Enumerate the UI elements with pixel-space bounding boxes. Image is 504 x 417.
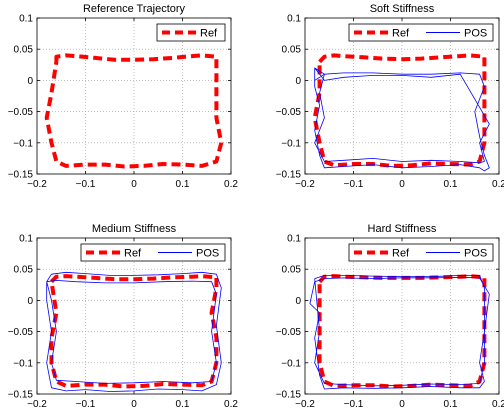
y-tick-label: 0 [295, 76, 301, 87]
chart-title: Hard Stiffness [368, 223, 437, 235]
x-tick-label: 0.1 [176, 179, 190, 190]
subplot-3: −0.2 −0.1 0 0.1 0.2 −0.15 −0.1 −0.05 0 0.05 0.1 Med… [8, 223, 239, 410]
legend-label: Ref [200, 28, 218, 40]
x-tick-label: 0.1 [176, 399, 190, 410]
series-line-ref [312, 53, 487, 168]
x-tick-label: 0.1 [444, 179, 458, 190]
legend: Ref [156, 23, 226, 42]
y-tick-label: 0.1 [19, 14, 33, 25]
y-tick-label: −0.05 [8, 107, 34, 118]
x-tick-label: 0 [131, 179, 137, 190]
x-tick-label: −0.2 [295, 399, 315, 410]
y-tick-label: 0.1 [287, 14, 301, 25]
chart-title: Soft Stiffness [370, 3, 435, 15]
x-tick-label: −0.1 [344, 179, 364, 190]
y-tick-label: −0.1 [13, 138, 33, 149]
y-tick-label: −0.1 [13, 358, 33, 369]
legend-label: Ref [124, 248, 142, 260]
series-line-pos [46, 271, 222, 392]
x-tick-label: −0.1 [76, 179, 96, 190]
series-line-pos [314, 67, 490, 172]
y-tick-label: −0.05 [276, 107, 302, 118]
x-tick-label: 0.2 [492, 399, 504, 410]
y-tick-label: −0.1 [281, 138, 301, 149]
y-tick-label: −0.1 [281, 358, 301, 369]
x-tick-label: −0.2 [27, 179, 47, 190]
y-tick-label: 0.05 [282, 265, 302, 276]
y-tick-label: −0.15 [8, 170, 34, 181]
y-tick-label: 0 [27, 296, 33, 307]
legend: Ref POS [348, 23, 494, 42]
x-tick-label: −0.1 [76, 399, 96, 410]
y-tick-label: −0.05 [276, 327, 302, 338]
subplot-2: −0.2 −0.1 0 0.1 0.2 −0.15 −0.1 −0.05 0 0.05 0.1 Sof… [276, 3, 504, 190]
x-tick-label: 0 [131, 399, 137, 410]
x-tick-label: 0.2 [492, 179, 504, 190]
x-tick-label: −0.2 [295, 179, 315, 190]
legend-box [348, 243, 494, 262]
y-tick-label: 0 [27, 76, 33, 87]
y-tick-label: 0.05 [14, 45, 34, 56]
legend-label: Ref [392, 28, 410, 40]
chart-title: Medium Stiffness [92, 223, 177, 235]
x-tick-label: 0.2 [224, 399, 238, 410]
x-tick-label: 0 [399, 399, 405, 410]
subplot-1: −0.2 −0.1 0 0.1 0.2 −0.15 −0.1 −0.05 0 0.05 0.1 Ref… [8, 3, 239, 190]
y-tick-label: 0.1 [19, 234, 33, 245]
legend-label: POS [464, 248, 487, 260]
y-tick-label: 0.1 [287, 234, 301, 245]
y-tick-label: −0.05 [8, 327, 34, 338]
y-tick-label: −0.15 [8, 390, 34, 401]
y-tick-label: 0.05 [14, 265, 34, 276]
series-line-ref [49, 274, 219, 389]
series-line-pos [309, 274, 490, 390]
y-tick-label: −0.15 [276, 170, 302, 181]
x-tick-label: −0.2 [27, 399, 47, 410]
legend-label: POS [196, 248, 219, 260]
chart-title: Reference Trajectory [83, 3, 186, 15]
series-line-ref [44, 53, 224, 169]
x-tick-label: −0.1 [344, 399, 364, 410]
legend-box [348, 23, 494, 42]
x-tick-label: 0 [399, 179, 405, 190]
x-tick-label: 0.2 [224, 179, 238, 190]
legend-label: POS [464, 28, 487, 40]
legend: Ref POS [80, 243, 226, 262]
y-tick-label: 0 [295, 296, 301, 307]
legend-label: Ref [392, 248, 410, 260]
y-tick-label: 0.05 [282, 45, 302, 56]
x-tick-label: 0.1 [444, 399, 458, 410]
subplot-4: −0.2 −0.1 0 0.1 0.2 −0.15 −0.1 −0.05 0 0.05 0.1 Har… [276, 223, 504, 410]
legend-box [80, 243, 226, 262]
legend: Ref POS [348, 243, 494, 262]
y-tick-label: −0.15 [276, 390, 302, 401]
